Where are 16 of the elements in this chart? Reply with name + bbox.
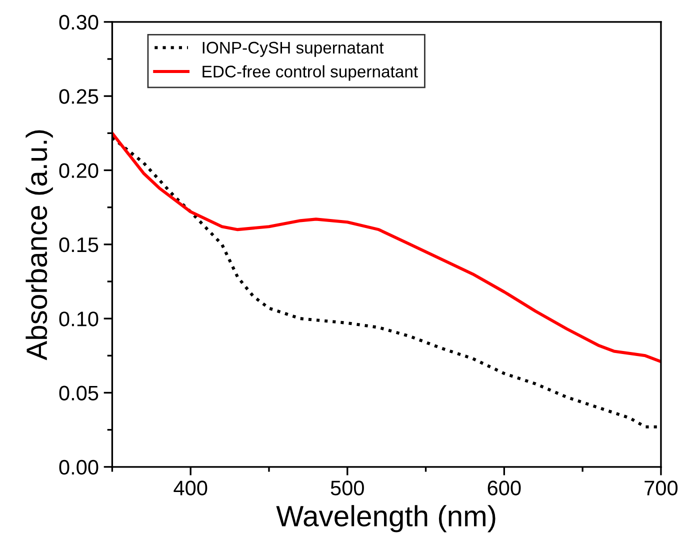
y-tick-label: 0.30 bbox=[59, 14, 98, 30]
x-tick-label: 500 bbox=[330, 480, 364, 496]
x-tick-label: 400 bbox=[174, 480, 208, 496]
x-tick-label: 700 bbox=[644, 480, 678, 496]
x-tick-label: 600 bbox=[488, 480, 521, 496]
y-tick-label: 0.15 bbox=[59, 237, 98, 252]
y-tick-label: 0.25 bbox=[59, 89, 98, 104]
legend-label: IONP-CySH supernatant bbox=[202, 42, 384, 57]
y-tick-label: 0.10 bbox=[59, 312, 98, 326]
x-axis-title: Wavelength (nm) bbox=[276, 505, 496, 532]
y-tick-label: 0.20 bbox=[59, 163, 98, 178]
y-tick-label: 0.00 bbox=[59, 460, 98, 475]
line-series bbox=[112, 132, 661, 364]
y-axis-title: Absorbance (a.u.) bbox=[26, 130, 53, 360]
legend-label: EDC-free control supernatant bbox=[202, 65, 418, 81]
y-tick-label: 0.05 bbox=[59, 386, 98, 400]
